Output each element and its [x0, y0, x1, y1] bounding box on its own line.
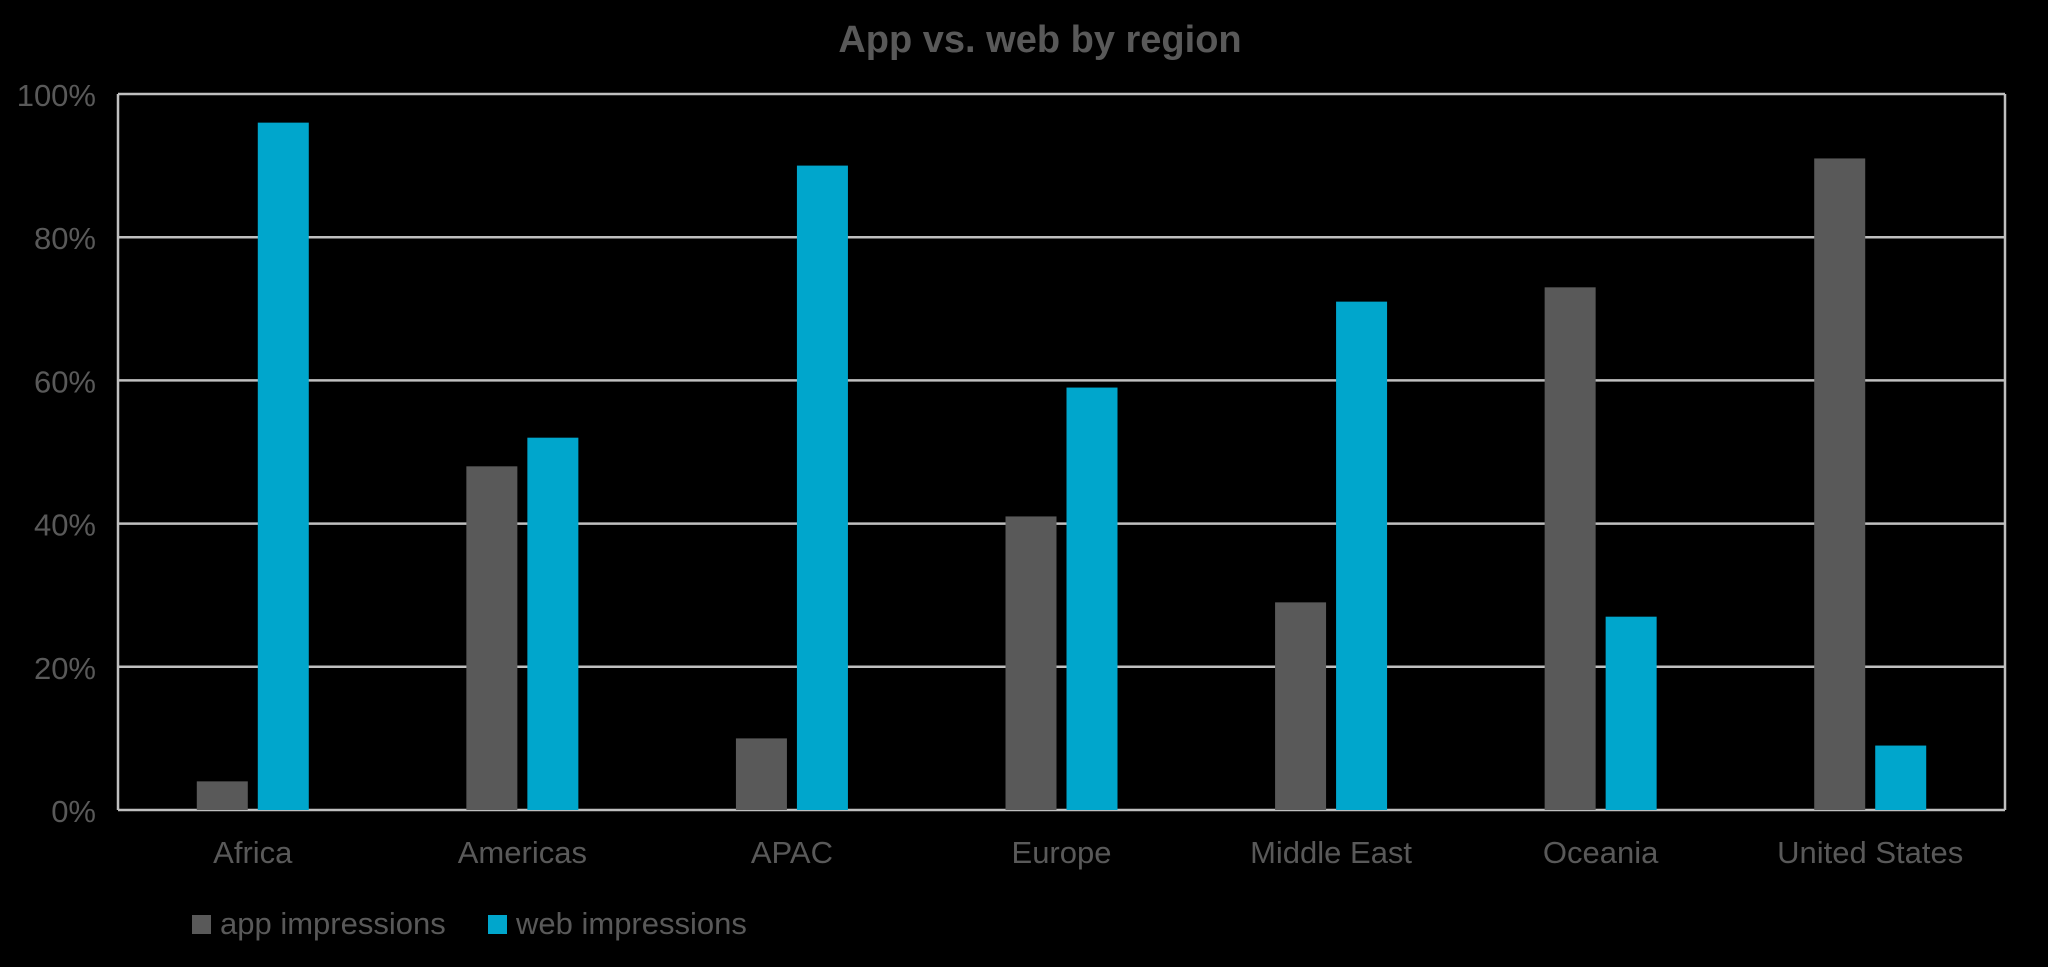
app-impressions-bar — [196, 781, 248, 810]
legend: app impressions web impressions — [192, 906, 747, 941]
x-axis-ticks: Africa Americas APAC Europe Middle East Ocean… — [213, 835, 1963, 870]
legend-web-impressions-swatch — [488, 915, 507, 934]
gridlines — [116, 92, 2007, 812]
chart-title: App vs. web by region — [838, 19, 1241, 61]
x-tick-label: Americas — [458, 835, 587, 870]
x-tick-label: Middle East — [1250, 835, 1412, 870]
y-tick-label: 100% — [17, 78, 96, 113]
app-impressions-bar — [1814, 158, 1866, 810]
y-axis-ticks: 0% 20% 40% 60% 80% 100% — [17, 78, 96, 829]
web-impressions-bar — [527, 437, 579, 810]
web-impressions-bar — [257, 122, 309, 810]
bars — [196, 122, 1927, 811]
x-tick-label: United States — [1777, 835, 1963, 870]
y-tick-label: 20% — [34, 651, 96, 686]
app-impressions-bar — [1275, 602, 1327, 810]
web-impressions-bar — [1066, 387, 1118, 810]
x-tick-label: APAC — [751, 835, 833, 870]
app-impressions-bar — [735, 738, 787, 810]
app-impressions-bar — [466, 466, 518, 810]
web-impressions-bar — [796, 165, 848, 811]
x-tick-label: Europe — [1012, 835, 1112, 870]
x-tick-label: Oceania — [1543, 835, 1659, 870]
web-impressions-bar — [1875, 745, 1927, 810]
y-tick-label: 60% — [34, 364, 96, 399]
legend-web-impressions-label: web impressions — [515, 906, 747, 941]
y-tick-label: 40% — [34, 508, 96, 543]
x-tick-label: Africa — [213, 835, 293, 870]
y-tick-label: 0% — [51, 794, 96, 829]
y-tick-label: 80% — [34, 221, 96, 256]
app-impressions-bar — [1005, 516, 1057, 810]
legend-app-impressions-label: app impressions — [220, 906, 446, 941]
web-impressions-bar — [1605, 616, 1657, 810]
app-impressions-bar — [1544, 287, 1596, 810]
web-impressions-bar — [1336, 301, 1388, 810]
legend-app-impressions-swatch — [192, 915, 211, 934]
